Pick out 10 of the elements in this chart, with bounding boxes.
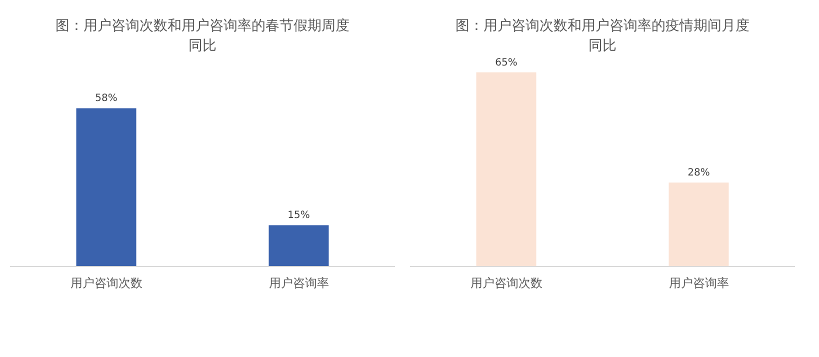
data-label: 28% bbox=[688, 168, 710, 179]
x-tick-label: 用户咨询率 bbox=[268, 276, 329, 290]
x-tick-label: 用户咨询次数 bbox=[470, 276, 542, 290]
x-tick-label: 用户咨询次数 bbox=[70, 276, 142, 290]
chart-title: 图：用户咨询次数和用户咨询率的春节假期周度同比 bbox=[54, 17, 350, 56]
data-label: 15% bbox=[288, 210, 310, 222]
x-tick-label: 用户咨询率 bbox=[668, 276, 729, 290]
chart-title: 图：用户咨询次数和用户咨询率的疫情期间月度同比 bbox=[454, 17, 750, 56]
data-label: 65% bbox=[495, 57, 518, 68]
data-label: 58% bbox=[95, 93, 118, 104]
